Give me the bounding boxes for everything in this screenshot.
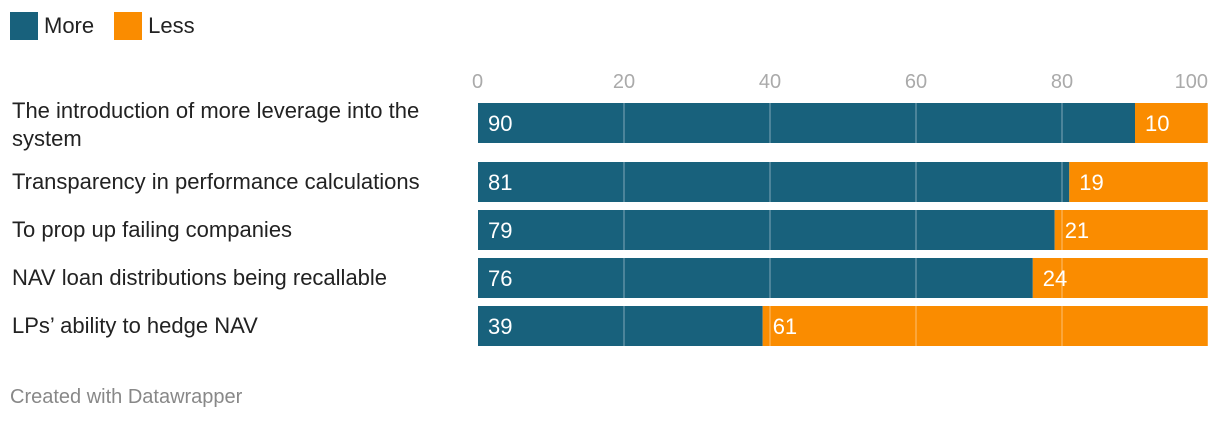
category-label: NAV loan distributions being recallable [12,265,387,290]
bar-less [762,306,1208,346]
data-label-more: 76 [488,266,512,291]
footer-credit: Created with Datawrapper [10,386,243,408]
legend-label-less: Less [148,13,195,38]
bar-more [478,210,1055,250]
x-tick-label: 60 [905,71,927,93]
x-tick-label: 0 [472,71,483,93]
legend: More Less [10,12,215,40]
category-label: LPs’ ability to hedge NAV [12,313,258,338]
x-tick-label: 20 [613,71,635,93]
stacked-bar-chart: 0 20 40 60 80 100 The introduction of more lev… [12,71,1209,350]
bar-more [478,306,763,346]
legend-item-more: More [10,12,94,40]
data-label-more: 39 [488,314,512,339]
data-label-less: 24 [1043,266,1067,291]
legend-swatch-less [114,12,143,40]
legend-swatch-more [10,12,38,40]
bar-less [1069,162,1208,202]
legend-label-more: More [44,13,95,38]
bar-less [1032,258,1208,298]
legend-item-less: Less [114,12,195,40]
category-label: To prop up failing companies [12,217,292,242]
bar-less [1054,210,1208,250]
data-label-more: 79 [488,218,512,243]
data-label-more: 90 [488,111,512,136]
category-label: Transparency in performance calculations [12,169,420,194]
x-tick-label: 80 [1051,71,1073,93]
data-label-less: 10 [1145,111,1169,136]
category-label: system [12,126,82,151]
category-label: The introduction of more leverage into t… [12,98,419,123]
data-label-less: 21 [1065,218,1089,243]
bar-more [478,103,1135,143]
x-tick-label: 100 [1175,71,1208,93]
bar-more [478,162,1070,202]
data-label-less: 19 [1079,170,1103,195]
bar-more [478,258,1033,298]
bar-less [1135,103,1208,143]
data-label-less: 61 [773,314,797,339]
x-tick-label: 40 [759,71,781,93]
data-label-more: 81 [488,170,512,195]
